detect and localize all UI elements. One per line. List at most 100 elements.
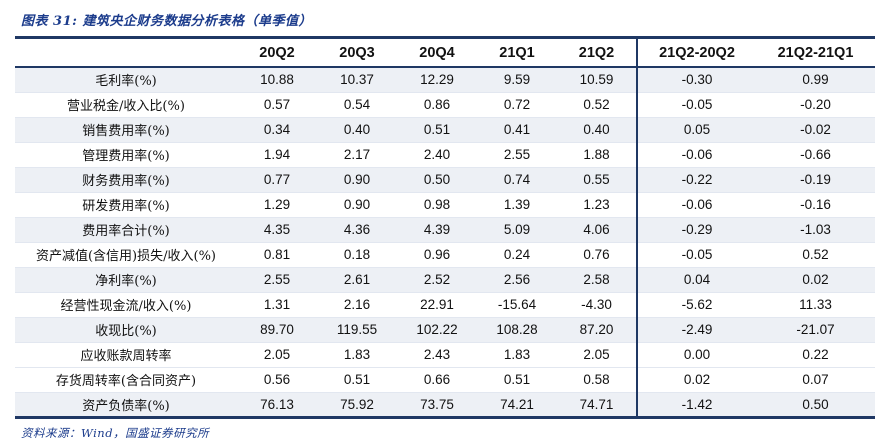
column-header-21q2-minus-20q2: 21Q2-20Q2	[636, 37, 756, 68]
value-cell: 0.34	[237, 117, 317, 143]
table-row: 财务费用率(%) 0.77 0.90 0.50 0.74 0.55 -0.22 -0.19	[15, 167, 875, 193]
value-cell: 0.40	[557, 117, 637, 143]
value-cell: 10.59	[557, 67, 637, 93]
value-cell: 4.35	[237, 217, 317, 243]
value-cell: 0.96	[397, 242, 477, 268]
value-cell: 2.43	[397, 342, 477, 368]
value-cell: 0.02	[756, 267, 875, 293]
value-cell: 0.86	[397, 92, 477, 118]
value-cell: -0.05	[636, 242, 756, 268]
header-empty-cell	[15, 37, 237, 68]
row-label: 销售费用率(%)	[15, 117, 237, 143]
value-cell: 0.76	[557, 242, 637, 268]
value-cell: -0.02	[756, 117, 875, 143]
value-cell: 74.71	[579, 396, 614, 412]
row-label: 毛利率(%)	[15, 67, 237, 93]
table-row: 存货周转率(含合同资产) 0.56 0.51 0.66 0.51 0.58 0.02 0.07	[15, 367, 875, 393]
value-cell: 12.29	[397, 67, 477, 93]
table-header-row: 20Q2 20Q3 20Q4 21Q1 21Q2 21Q2-20Q2 21Q2-…	[15, 37, 875, 68]
value-cell: 10.37	[317, 67, 397, 93]
value-cell: -0.05	[636, 92, 756, 118]
value-cell: 4.06	[557, 217, 637, 243]
value-cell: 74.21	[500, 396, 534, 412]
value-cell: -4.30	[557, 292, 637, 318]
table-row: 经营性现金流/收入(%) 1.31 2.16 22.91 -15.64 -4.30 -5.6…	[15, 292, 875, 318]
value-cell: 0.66	[397, 367, 477, 393]
value-cell: 0.77	[237, 167, 317, 193]
value-cell: -15.64	[477, 292, 557, 318]
value-cell: 2.16	[317, 292, 397, 318]
value-cell: 0.40	[317, 117, 397, 143]
value-cell: 2.55	[237, 267, 317, 293]
value-cell: 0.57	[237, 92, 317, 118]
table-row: 研发费用率(%) 1.29 0.90 0.98 1.39 1.23 -0.06 -0.16	[15, 192, 875, 218]
table-row: 资产负债率(%) 76.13 75.92 73.75 74.21 74.71 -1.42 0.…	[15, 392, 875, 417]
table-row: 管理费用率(%) 1.94 2.17 2.40 2.55 1.88 -0.06 -0.66	[15, 142, 875, 168]
value-cell: 0.99	[756, 67, 875, 93]
source-note: 资料来源：Wind，国盛证券研究所	[21, 425, 210, 440]
value-cell: 76.13	[260, 396, 294, 412]
column-header-20q2: 20Q2	[237, 37, 317, 68]
value-cell: 0.50	[397, 167, 477, 193]
value-cell: 0.74	[477, 167, 557, 193]
row-label: 资产负债率(%)	[82, 398, 170, 414]
value-cell: 73.75	[420, 396, 454, 412]
table-row: 净利率(%) 2.55 2.61 2.52 2.56 2.58 0.04 0.02	[15, 267, 875, 293]
value-cell: 0.18	[317, 242, 397, 268]
value-cell: -5.62	[636, 292, 756, 318]
row-label: 研发费用率(%)	[15, 192, 237, 218]
value-cell: 2.05	[237, 342, 317, 368]
column-header-20q4: 20Q4	[397, 37, 477, 68]
value-cell: 0.00	[636, 342, 756, 368]
value-cell: -0.06	[636, 142, 756, 168]
table-row: 营业税金/收入比(%) 0.57 0.54 0.86 0.72 0.52 -0.05 -0.2…	[15, 92, 875, 118]
column-header-20q3: 20Q3	[317, 37, 397, 68]
value-cell: 2.52	[397, 267, 477, 293]
value-cell: -0.16	[756, 192, 875, 218]
table-row: 毛利率(%) 10.88 10.37 12.29 9.59 10.59 -0.30 0.99	[15, 67, 875, 93]
value-cell: 0.52	[557, 92, 637, 118]
column-header-21q2-minus-21q1: 21Q2-21Q1	[756, 37, 875, 68]
value-cell: -1.42	[636, 392, 756, 417]
value-cell: 0.51	[477, 367, 557, 393]
value-cell: 1.39	[477, 192, 557, 218]
value-cell: 89.70	[237, 317, 317, 343]
value-cell: 0.56	[237, 367, 317, 393]
column-header-21q2: 21Q2	[557, 37, 637, 68]
row-label: 财务费用率(%)	[15, 167, 237, 193]
table-row: 应收账款周转率 2.05 1.83 2.43 1.83 2.05 0.00 0.22	[15, 342, 875, 368]
value-cell: 5.09	[477, 217, 557, 243]
value-cell: 75.92	[340, 396, 374, 412]
value-cell: 0.98	[397, 192, 477, 218]
value-cell: 108.28	[477, 317, 557, 343]
value-cell: 0.55	[557, 167, 637, 193]
value-cell: 1.23	[557, 192, 637, 218]
value-cell: 0.24	[477, 242, 557, 268]
value-cell: 0.90	[317, 167, 397, 193]
value-cell: 0.51	[317, 367, 397, 393]
value-cell: 10.88	[237, 67, 317, 93]
value-cell: 0.50	[802, 396, 829, 412]
value-cell: -0.19	[756, 167, 875, 193]
value-cell: -0.30	[636, 67, 756, 93]
value-cell: 0.51	[397, 117, 477, 143]
value-cell: 22.91	[397, 292, 477, 318]
row-label: 存货周转率(含合同资产)	[15, 367, 237, 393]
value-cell: 2.05	[557, 342, 637, 368]
value-cell: 0.41	[477, 117, 557, 143]
value-cell: -0.20	[756, 92, 875, 118]
row-label: 净利率(%)	[15, 267, 237, 293]
value-cell: 0.07	[756, 367, 875, 393]
value-cell: -21.07	[756, 317, 875, 343]
value-cell: -0.66	[756, 142, 875, 168]
value-cell: 87.20	[557, 317, 637, 343]
value-cell: 1.31	[237, 292, 317, 318]
value-cell: -2.49	[636, 317, 756, 343]
table-row: 费用率合计(%) 4.35 4.36 4.39 5.09 4.06 -0.29 -1.03	[15, 217, 875, 243]
value-cell: 102.22	[397, 317, 477, 343]
row-label: 管理费用率(%)	[15, 142, 237, 168]
value-cell: -0.29	[636, 217, 756, 243]
figure-title: 图表 31: 建筑央企财务数据分析表格（单季值）	[21, 14, 312, 29]
value-cell: 2.58	[557, 267, 637, 293]
